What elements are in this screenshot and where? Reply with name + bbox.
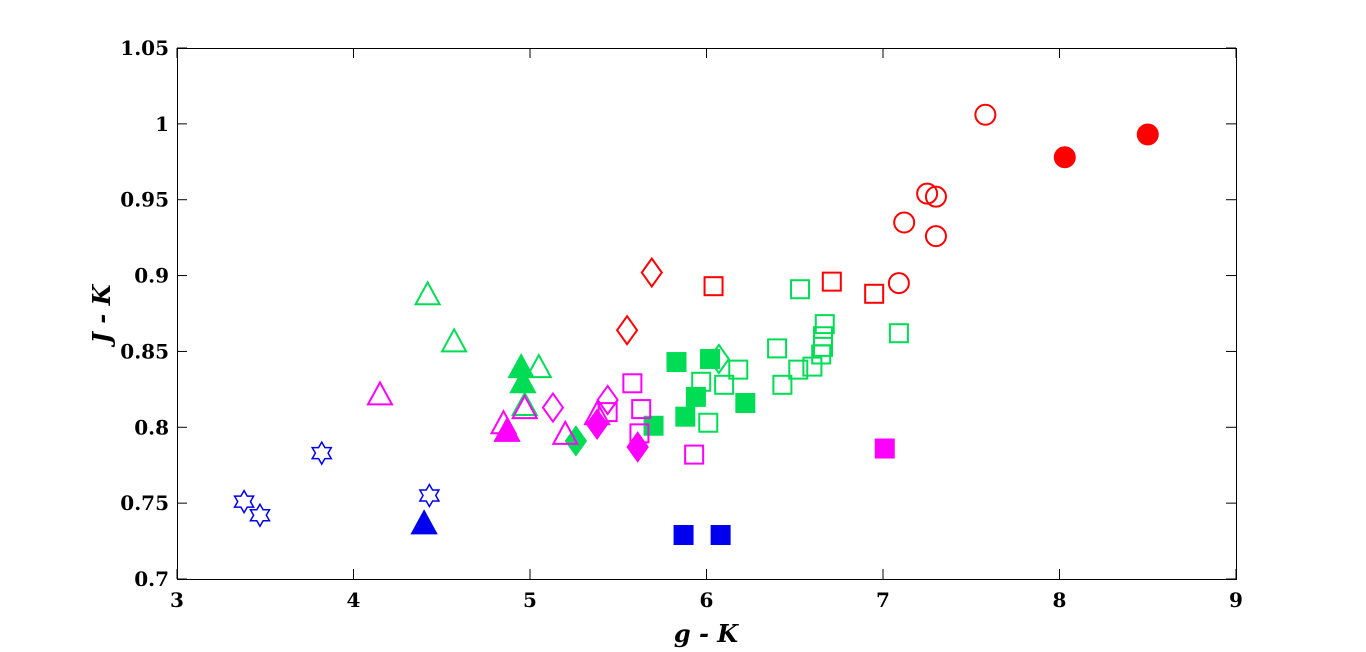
triangle-point (440, 327, 468, 353)
y-tick-label: 1.05 (120, 36, 169, 60)
square-point (666, 352, 687, 373)
y-tick-label: 0.75 (120, 491, 169, 515)
diamond-point (707, 343, 731, 375)
square-point (888, 323, 909, 344)
triangle-point (551, 419, 579, 445)
square-point (735, 393, 756, 414)
y-tick-label: 0.85 (120, 339, 169, 363)
square-point (728, 359, 749, 380)
square-point (622, 373, 643, 394)
circle-point (893, 211, 916, 234)
y-tick-label: 0.9 (134, 264, 169, 288)
triangle-point (525, 353, 553, 379)
x-axis-title: g - K (674, 619, 739, 648)
triangle-point (366, 380, 394, 406)
circle-point (887, 272, 910, 295)
hexagram-point (249, 502, 271, 528)
square-point (802, 356, 823, 377)
y-tick-label: 0.8 (134, 415, 169, 439)
circle-point (924, 185, 947, 208)
y-tick-label: 1 (155, 112, 169, 136)
square-point (685, 386, 706, 407)
diamond-point (640, 256, 664, 289)
diamond-point (541, 391, 565, 424)
diamond-point (585, 408, 609, 440)
x-tick-label: 6 (700, 588, 714, 612)
triangle-point (511, 393, 539, 420)
hexagram-point (310, 440, 333, 466)
square-point (714, 374, 735, 395)
square-point (643, 415, 664, 436)
y-tick-label: 0.7 (134, 567, 169, 591)
x-tick-label: 5 (523, 588, 537, 612)
square-point (821, 271, 842, 292)
y-tick-label: 0.95 (120, 188, 169, 212)
circle-point (974, 103, 997, 126)
square-point (814, 314, 835, 335)
circle-point (1136, 123, 1159, 146)
square-point (772, 374, 793, 395)
x-tick-label: 3 (170, 588, 184, 612)
hexagram-point (418, 483, 441, 509)
diamond-point (615, 314, 639, 346)
square-point (812, 336, 833, 357)
y-axis-title: J - K (87, 283, 116, 347)
square-point (675, 406, 696, 427)
square-point (597, 402, 618, 423)
square-point (767, 338, 788, 359)
square-point (874, 438, 895, 459)
x-tick-label: 4 (347, 588, 361, 612)
x-tick-label: 9 (1229, 588, 1243, 612)
triangle-point (509, 368, 537, 394)
hexagram-point (233, 489, 255, 515)
square-point (631, 399, 652, 420)
square-point (788, 359, 809, 380)
triangle-point (511, 390, 539, 417)
circle-point (916, 182, 939, 205)
plot-area (177, 48, 1237, 580)
square-point (703, 276, 724, 297)
triangle-point (413, 280, 442, 306)
data-points (233, 103, 1159, 546)
circle-point (924, 225, 947, 248)
square-point (673, 525, 694, 546)
square-point (629, 423, 650, 444)
diamond-point (596, 384, 619, 416)
axis-ticks: 3 4 5 6 7 8 9 0.7 0.75 0.8 0.85 0.9 0.95 1 1.05 (120, 36, 1243, 612)
square-point (698, 412, 719, 433)
square-point (710, 525, 731, 546)
square-point (864, 283, 885, 304)
square-point (684, 444, 705, 465)
square-point (790, 279, 811, 300)
x-tick-label: 8 (1053, 588, 1067, 612)
x-tick-label: 7 (876, 588, 890, 612)
triangle-point (410, 509, 438, 535)
circle-point (1053, 146, 1076, 169)
triangle-point (493, 416, 521, 442)
